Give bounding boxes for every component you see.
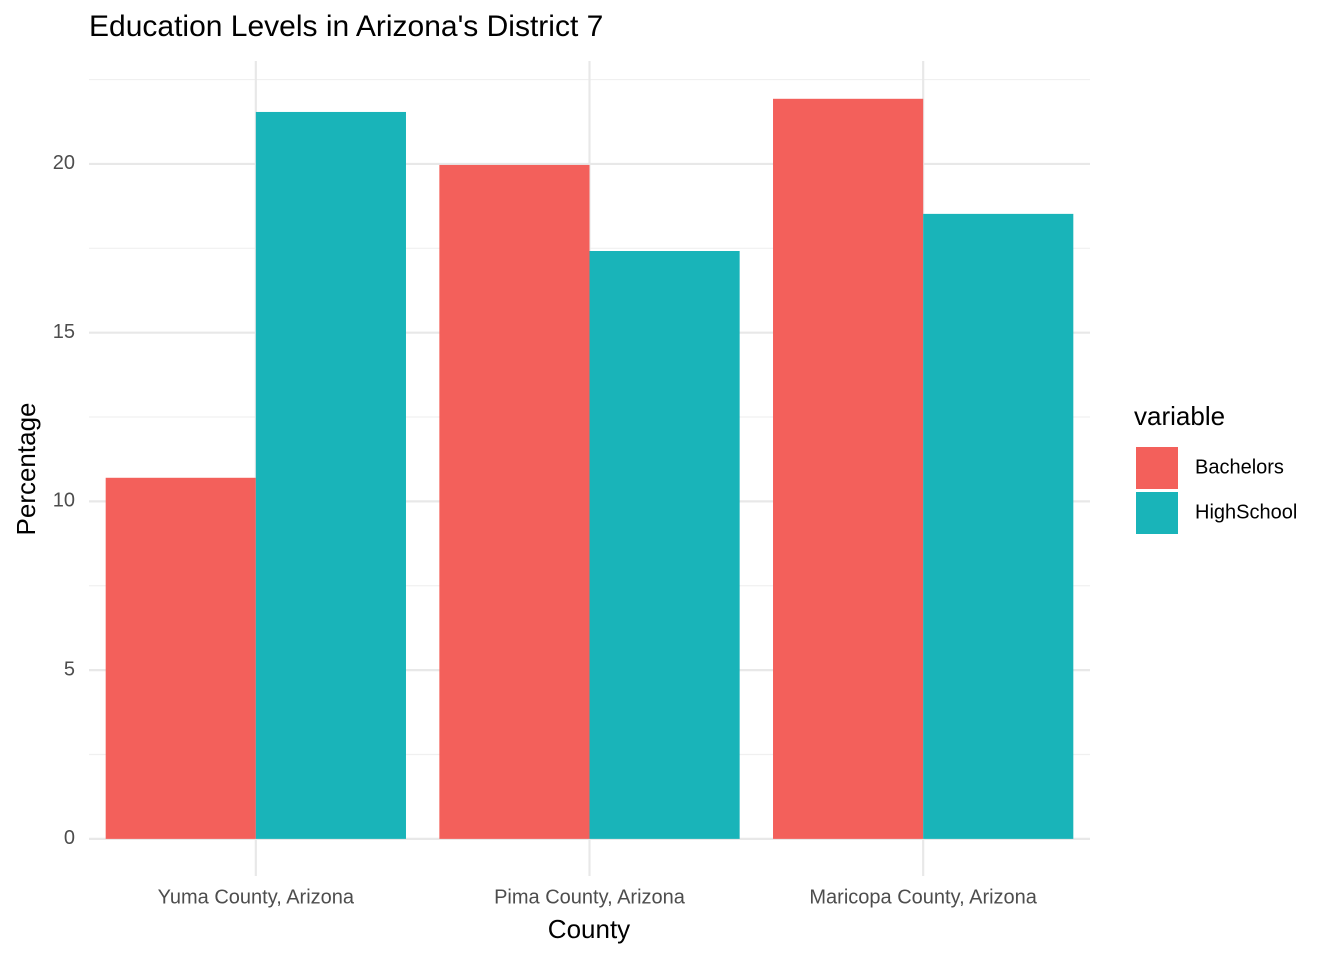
legend-title: variable: [1134, 401, 1225, 431]
y-tick-label: 10: [53, 490, 75, 512]
y-axis-label: Percentage: [11, 403, 41, 536]
chart-title: Education Levels in Arizona's District 7: [89, 10, 603, 43]
x-tick-label: Yuma County, Arizona: [158, 886, 355, 908]
legend-key: [1136, 447, 1178, 489]
x-tick-label: Maricopa County, Arizona: [809, 886, 1037, 908]
y-tick-label: 20: [53, 152, 75, 174]
bar: [773, 98, 924, 839]
x-axis-label: County: [548, 914, 630, 944]
y-tick-label: 15: [53, 321, 75, 343]
bar: [923, 213, 1074, 839]
y-tick-label: 5: [64, 658, 75, 680]
bar: [439, 164, 590, 839]
legend-key: [1136, 492, 1178, 534]
y-tick-label: 0: [64, 827, 75, 849]
bar: [589, 250, 740, 839]
legend-label: Bachelors: [1195, 456, 1284, 478]
bar: [105, 477, 256, 839]
bar: [255, 111, 406, 839]
legend-label: HighSchool: [1195, 501, 1297, 523]
x-tick-label: Pima County, Arizona: [494, 886, 686, 908]
